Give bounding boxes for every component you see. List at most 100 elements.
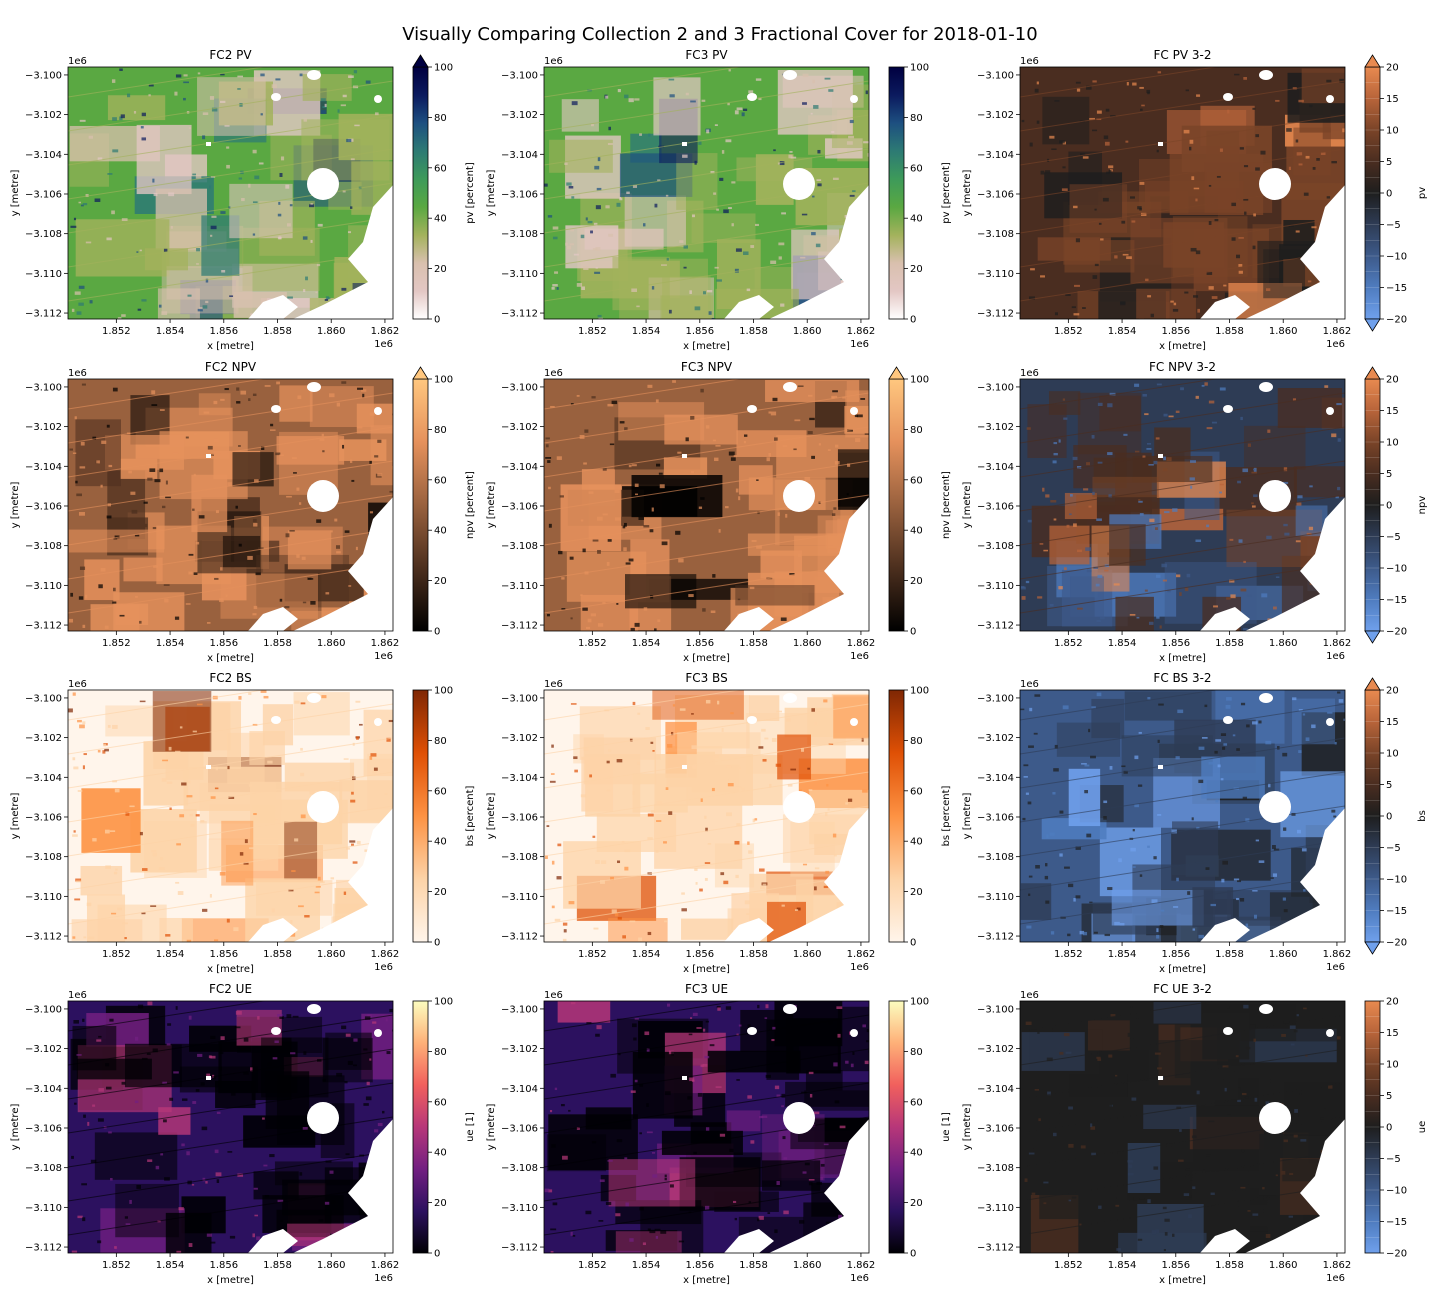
texture-speckle [825,870,830,874]
nodata-region [724,918,774,942]
texture-speckle [1098,1205,1102,1209]
track-line [68,80,393,132]
texture-speckle [651,1152,656,1154]
texture-speckle [1214,218,1219,222]
texture-speckle [801,1091,807,1094]
colorbar-tick-label: −10 [1386,252,1407,263]
texture-speckle [571,101,578,106]
texture-speckle [738,496,741,501]
texture-speckle [1028,875,1033,878]
y-tick-label: −3.102 [501,733,538,744]
y-offset-label: 1e6 [1020,56,1039,67]
texture-speckle [290,919,293,924]
texture-speckle [1294,1109,1298,1113]
field-patch [1293,127,1331,176]
texture-speckle [274,1040,279,1044]
texture-speckle [151,390,156,395]
texture-speckle [317,223,323,227]
y-tick-label: −3.102 [501,110,538,121]
texture-speckle [277,236,282,240]
texture-speckle [1073,523,1077,527]
texture-speckle [1221,878,1225,883]
texture-speckle [1157,1067,1162,1070]
texture-speckle [139,831,143,836]
colorbar-extend-min [1364,318,1381,332]
texture-speckle [122,922,128,925]
texture-speckle [155,1165,160,1170]
texture-speckle [327,297,331,300]
colorbar-tick-label: 100 [434,63,453,74]
texture-speckle [185,436,189,439]
texture-speckle [747,841,750,845]
texture-speckle [1068,1106,1073,1110]
nodata-blob [1326,1029,1334,1037]
texture-speckle [1226,697,1232,701]
texture-speckle [631,464,637,467]
nodata-lake [1259,791,1291,823]
texture-speckle [1025,1021,1032,1026]
texture-speckle [1305,1054,1308,1057]
texture-speckle [1267,618,1272,621]
x-axis-label: x [metre] [683,341,730,352]
texture-speckle [1027,801,1032,805]
nodata-lake [307,168,339,200]
texture-speckle [1260,150,1266,155]
texture-speckle [571,196,575,199]
texture-speckle [377,473,383,477]
texture-speckle [1172,1233,1175,1237]
texture-speckle [1166,457,1172,462]
texture-speckle [1241,1149,1245,1153]
texture-speckle [161,778,167,782]
texture-speckle [1333,815,1337,818]
texture-speckle [1223,284,1227,287]
y-tick-label: −3.110 [25,581,62,592]
field-patch [75,419,121,487]
texture-speckle [235,505,238,509]
texture-speckle [1020,708,1025,711]
texture-speckle [98,584,103,589]
texture-speckle [365,1096,372,1101]
track-line [68,737,393,789]
texture-speckle [672,380,676,383]
texture-speckle [133,110,137,114]
texture-speckle [783,1157,788,1160]
texture-speckle [834,461,840,465]
texture-speckle [1067,933,1071,937]
texture-speckle [838,1214,843,1219]
texture-speckle [369,460,372,464]
texture-speckle [1117,1151,1123,1154]
texture-speckle [744,900,750,905]
texture-speckle [220,73,225,76]
texture-speckle [1283,467,1288,472]
texture-speckle [1337,486,1341,491]
y-tick-label: −3.102 [501,1044,538,1055]
texture-speckle [781,212,787,215]
texture-speckle [702,1028,706,1032]
texture-speckle [130,491,136,495]
texture-speckle [183,81,189,84]
texture-speckle [1154,1052,1161,1055]
texture-speckle [196,703,203,706]
texture-speckle [1097,574,1103,578]
x-tick-label: 1.852 [578,1260,607,1271]
texture-speckle [364,849,370,852]
track-line [68,250,393,302]
y-tick-label: −3.100 [501,693,538,704]
texture-speckle [253,813,257,816]
texture-speckle [1023,764,1029,767]
texture-speckle [1028,296,1035,300]
texture-speckle [97,1240,102,1244]
texture-speckle [185,603,191,605]
texture-speckle [1028,745,1034,748]
texture-speckle [770,260,777,265]
texture-speckle [638,516,645,521]
texture-speckle [778,242,785,246]
texture-speckle [310,601,316,605]
texture-speckle [1262,1187,1265,1190]
texture-speckle [606,760,610,764]
texture-speckle [1144,589,1148,592]
y-tick-label: −3.112 [501,932,538,943]
texture-speckle [1054,312,1058,316]
track-line [544,737,869,789]
x-tick-label: 1.854 [156,326,185,337]
